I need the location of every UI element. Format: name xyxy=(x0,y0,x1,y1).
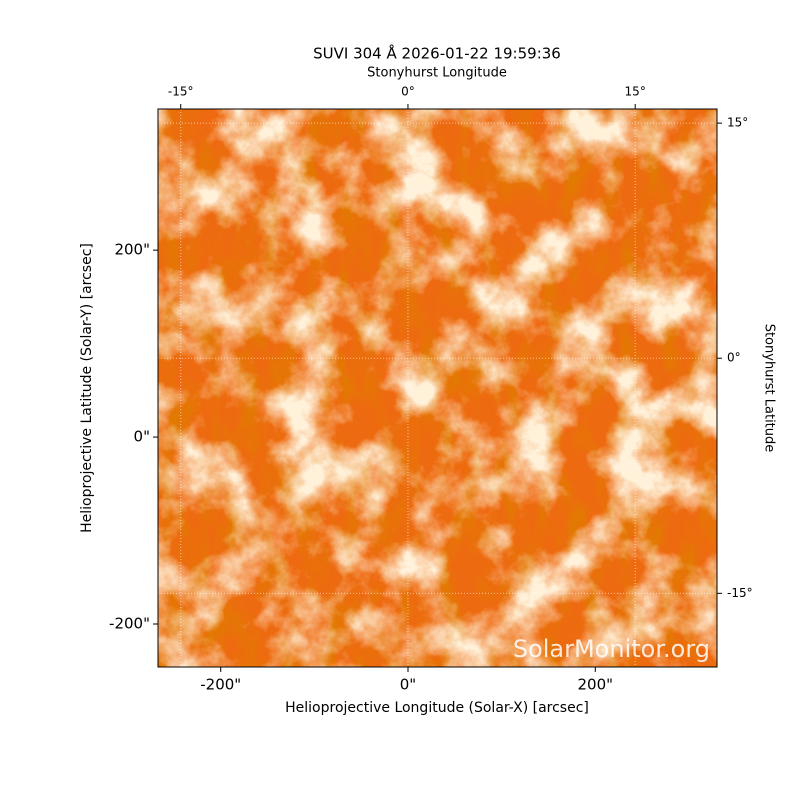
grid xyxy=(158,109,717,667)
x2-tick-label: 0° xyxy=(401,85,415,99)
x-tick-label: 200" xyxy=(578,676,614,694)
x2-tick-label: 15° xyxy=(625,85,646,99)
x-axis-label: Helioprojective Longitude (Solar-X) [arc… xyxy=(285,700,589,716)
y2-tick-label: 15° xyxy=(727,116,748,130)
chart-title: SUVI 304 Å 2026-01-22 19:59:36 xyxy=(313,44,561,63)
y-axis-label: Helioprojective Latitude (Solar-Y) [arcs… xyxy=(79,243,95,533)
y2-axis-label: Stonyhurst Latitude xyxy=(762,324,777,453)
y-tick-label: 0" xyxy=(134,428,150,446)
y-tick-label: -200" xyxy=(109,615,150,633)
x-tick-label: -200" xyxy=(200,676,241,694)
x-tick-label: 0" xyxy=(400,676,416,694)
y2-tick-label: 0° xyxy=(727,351,741,365)
x2-axis-label: Stonyhurst Longitude xyxy=(367,66,507,81)
y-tick-label: 200" xyxy=(114,241,150,259)
watermark: SolarMonitor.org xyxy=(513,635,710,663)
x2-tick-label: -15° xyxy=(168,85,194,99)
y2-tick-label: -15° xyxy=(727,586,753,600)
plot-frame xyxy=(157,108,718,668)
solar-image xyxy=(158,109,717,667)
